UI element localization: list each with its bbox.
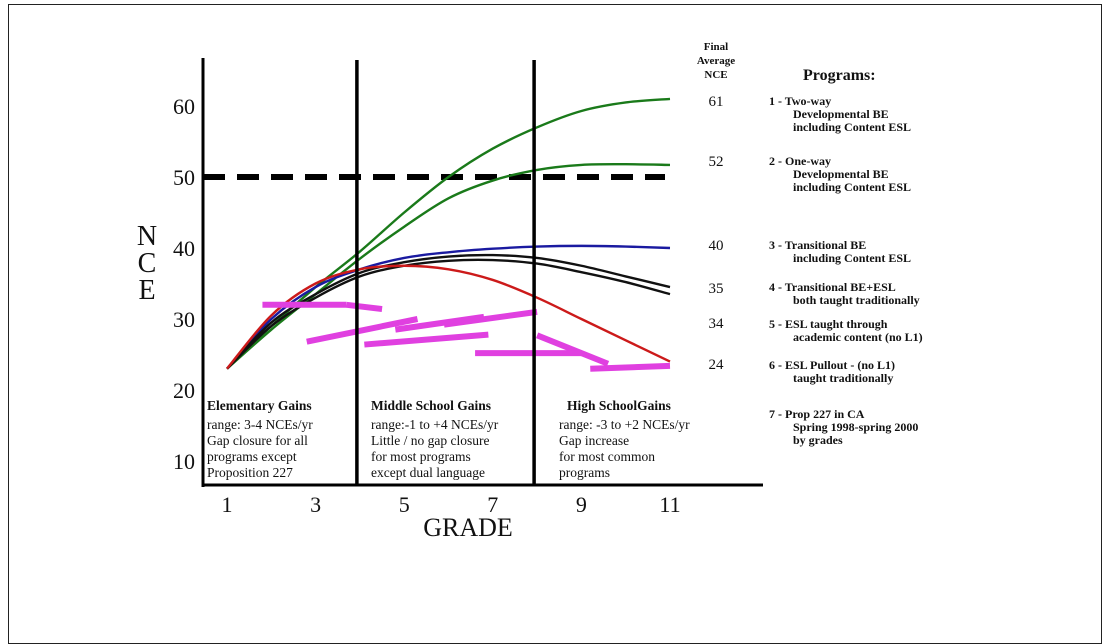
program-line: 7 - Prop 227 in CA <box>769 407 865 421</box>
final-average-title: Average <box>697 55 735 67</box>
program-line: academic content (no L1) <box>793 330 923 344</box>
y-axis-label-letter: N <box>137 221 157 252</box>
segment-line: Gap closure for all <box>207 433 308 448</box>
program-line: 5 - ESL taught through <box>769 317 888 331</box>
y-axis-label-letter: E <box>138 275 155 306</box>
final-average-title: NCE <box>704 69 727 81</box>
prop227-segment-9 <box>590 362 671 372</box>
final-average-value: 52 <box>709 154 724 170</box>
y-tick-label: 20 <box>173 378 195 403</box>
segment-line: range: -3 to +2 NCEs/yr <box>559 417 690 432</box>
final-average-value: 61 <box>709 94 724 110</box>
final-average-value: 24 <box>709 357 725 373</box>
prop227-segment-2 <box>346 301 383 313</box>
x-tick-label: 1 <box>222 492 233 517</box>
y-tick-label: 40 <box>173 236 195 261</box>
x-tick-label: 5 <box>399 492 410 517</box>
program-line: Spring 1998-spring 2000 <box>793 420 918 434</box>
final-average-value: 34 <box>709 316 725 332</box>
segment-line: Gap increase <box>559 433 629 448</box>
y-tick-label: 50 <box>173 165 195 190</box>
x-tick-label: 3 <box>310 492 321 517</box>
series-line-5 <box>226 258 671 370</box>
chart-axes <box>201 58 763 487</box>
program-line: 4 - Transitional BE+ESL <box>769 280 896 294</box>
segment-line: Little / no gap closure <box>371 433 489 448</box>
prop227-segment-8 <box>535 332 610 367</box>
x-tick-label: 9 <box>576 492 587 517</box>
prop227-segment-6 <box>364 331 489 348</box>
segment-line: range:-1 to +4 NCEs/yr <box>371 417 499 432</box>
final-average-value: 40 <box>709 238 724 254</box>
y-tick-label: 30 <box>173 307 195 332</box>
program-line: 6 - ESL Pullout - (no L1) <box>769 358 895 372</box>
segment-line: Proposition 227 <box>207 465 293 480</box>
program-line: 3 - Transitional BE <box>769 238 866 252</box>
segment-line: range: 3-4 NCEs/yr <box>207 417 313 432</box>
segment-line: for most programs <box>371 449 471 464</box>
segment-line: except dual language <box>371 465 485 480</box>
y-tick-label: 10 <box>173 449 195 474</box>
program-line: including Content ESL <box>793 120 911 134</box>
program-line: including Content ESL <box>793 180 911 194</box>
program-line: both taught traditionally <box>793 293 920 307</box>
segment-title: Middle School Gains <box>371 398 491 413</box>
segment-title: Elementary Gains <box>207 398 312 413</box>
program-line: taught traditionally <box>793 371 893 385</box>
final-average-title: Final <box>704 41 728 53</box>
program-line: Developmental BE <box>793 167 889 181</box>
segment-title: High SchoolGains <box>567 398 671 413</box>
y-tick-label: 60 <box>173 94 195 119</box>
program-line: by grades <box>793 433 843 447</box>
x-axis-label: GRADE <box>423 513 513 542</box>
y-axis-label-letter: C <box>138 248 157 279</box>
prop227-segment-5 <box>443 308 538 328</box>
series-line-3 <box>226 244 671 370</box>
program-line: 1 - Two-way <box>769 94 831 108</box>
segment-line: for most common <box>559 449 655 464</box>
series-line-1 <box>226 97 671 370</box>
chart-legend-panel: Final Average NCE 61 52 40 35 34 24 Programs: 1 - … <box>697 41 923 447</box>
program-line: Developmental BE <box>793 107 889 121</box>
final-average-value: 35 <box>709 281 724 297</box>
prop227-segment-3 <box>306 316 419 345</box>
segment-line: programs except <box>207 449 297 464</box>
chart-text: 10 20 30 40 50 60 1 3 5 7 9 11 NCE GRADE Elementary Ga… <box>137 94 690 542</box>
program-line: including Content ESL <box>793 251 911 265</box>
x-tick-label: 7 <box>487 492 498 517</box>
x-tick-label: 11 <box>659 492 680 517</box>
series-line-6 <box>226 264 671 370</box>
program-line: 2 - One-way <box>769 154 831 168</box>
chart-plot-area <box>203 97 671 372</box>
segment-line: programs <box>559 465 610 480</box>
programs-title: Programs: <box>803 67 876 84</box>
